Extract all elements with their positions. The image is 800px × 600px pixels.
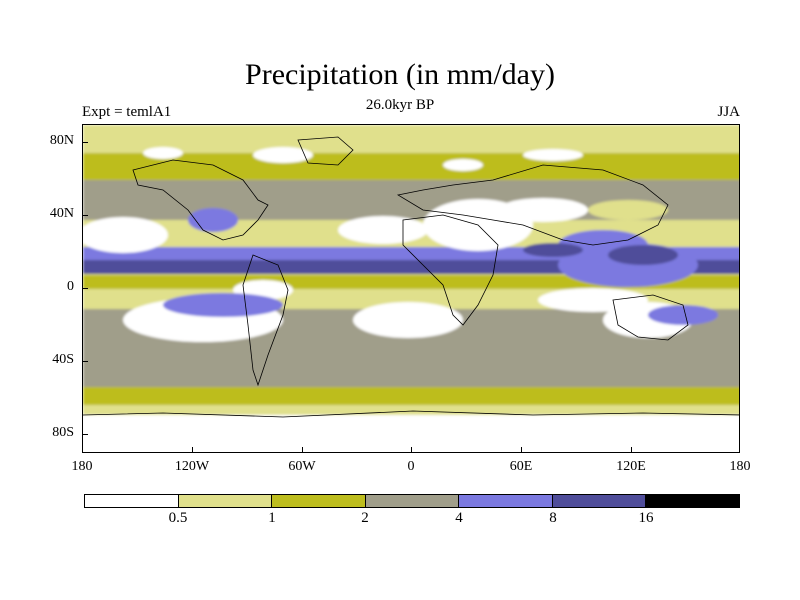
colorbar-label: 16: [638, 510, 654, 526]
north-atlantic-storm: [188, 208, 238, 232]
dry-arctic-europe: [443, 159, 483, 171]
experiment-label: Expt = temlA1: [82, 104, 172, 120]
lat-tick-mark: [82, 361, 88, 362]
lon-tick-mark: [302, 447, 303, 453]
colorbar-box: [646, 495, 740, 507]
lon-tick-label: 180: [729, 459, 751, 474]
colorbar-label: 2: [361, 510, 369, 526]
dry-arctic-siberia: [523, 149, 583, 161]
dry-south-atlantic: [353, 302, 463, 338]
lat-tick-mark: [82, 215, 88, 216]
precip-field: [83, 125, 739, 452]
season-label: JJA: [717, 104, 740, 120]
lon-tick-mark: [521, 447, 522, 453]
lat-tick-label: 40N: [49, 206, 74, 221]
east-asia-light: [588, 200, 668, 220]
antarctic-coast-band: [83, 405, 739, 415]
dry-arctic-west: [143, 147, 183, 159]
antarctica-dry: [83, 415, 739, 452]
coastline-africa: [402, 214, 499, 326]
arctic-band: [83, 125, 739, 147]
lat-tick-mark: [82, 288, 88, 289]
colorbar: [84, 494, 740, 508]
lat-tick-label: 0: [67, 279, 74, 294]
colorbar-label: 4: [455, 510, 463, 526]
bay-of-bengal: [523, 243, 583, 257]
lat-tick-label: 80S: [52, 425, 74, 440]
lat-tick-mark: [82, 434, 88, 435]
coastline-australia: [612, 294, 689, 341]
lat-tick-label: 80N: [49, 133, 74, 148]
lat-tick-mark: [82, 142, 88, 143]
colorbar-box: [459, 495, 553, 507]
colorbar-label: 0.5: [168, 510, 188, 526]
lon-tick-label: 60W: [288, 459, 316, 474]
lat-tick-label: 40S: [52, 352, 74, 367]
map-panel: [82, 124, 740, 453]
lon-tick-mark: [411, 447, 412, 453]
coastlines: [83, 136, 739, 418]
colorbar-box: [178, 495, 273, 507]
coastline-antarctica: [83, 410, 739, 418]
colorbar-label: 8: [549, 510, 557, 526]
lon-tick-label: 180: [71, 459, 93, 474]
lon-tick-label: 120E: [616, 459, 646, 474]
lon-tick-label: 0: [407, 459, 415, 474]
lon-tick-mark: [192, 447, 193, 453]
south-pacific-convergence: [163, 293, 283, 317]
sh-pacific-wet: [648, 305, 718, 325]
coastline-eurasia: [396, 164, 669, 246]
colorbar-box: [365, 495, 460, 507]
coastline-south-america: [242, 254, 289, 387]
colorbar-box: [272, 495, 366, 507]
dry-arctic-canada: [253, 147, 313, 163]
plot-subtitle: 26.0kyr BP: [365, 97, 435, 113]
lon-tick-label: 60E: [509, 459, 533, 474]
plot-title: Precipitation (in mm/day): [245, 58, 555, 91]
sh-highlat-band: [83, 387, 739, 405]
dry-north-atlantic: [338, 216, 428, 244]
sh-stormtrack-band: [83, 339, 739, 394]
west-pacific-core: [608, 245, 678, 265]
lon-tick-mark: [631, 447, 632, 453]
dry-north-pacific-west: [83, 217, 168, 253]
colorbar-label: 1: [268, 510, 276, 526]
colorbar-box: [552, 495, 647, 507]
dry-central-asia: [498, 198, 588, 222]
coastline-north-america: [132, 159, 269, 241]
colorbar-box: [85, 495, 179, 507]
coastline-greenland: [297, 136, 354, 166]
lon-tick-label: 120W: [174, 459, 210, 474]
